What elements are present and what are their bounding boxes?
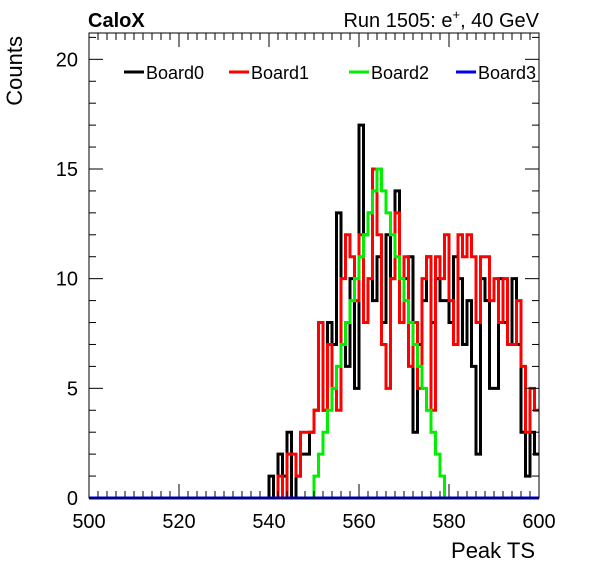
x-tick-label: 600 [522, 511, 555, 533]
series-line-board0 [89, 123, 539, 500]
series-layer [89, 123, 539, 500]
legend-item-board0: Board0 [124, 63, 204, 83]
run-label: Run 1505: e+, 40 GeV [343, 7, 539, 32]
x-tick-label: 500 [72, 511, 105, 533]
run-label-suffix: , 40 GeV [460, 10, 540, 32]
legend-label: Board1 [251, 63, 309, 83]
x-tick-label: 580 [432, 511, 465, 533]
y-tick-label: 10 [56, 269, 78, 291]
experiment-label: CaloX [88, 10, 145, 32]
legend-label: Board0 [146, 63, 204, 83]
y-tick-label: 20 [56, 49, 78, 71]
legend-item-board1: Board1 [229, 63, 309, 83]
run-label-sup: + [452, 7, 460, 22]
run-label-prefix: Run 1505: e [343, 10, 452, 32]
x-tick-label: 560 [342, 511, 375, 533]
ticks-layer: 500 520 540 560 580 600 0 5 10 15 20 [56, 33, 556, 533]
legend: Board0 Board1 Board2 Board3 [124, 63, 536, 83]
x-tick-label: 540 [252, 511, 285, 533]
legend-item-board3: Board3 [456, 63, 536, 83]
y-tick-label: 0 [67, 488, 78, 510]
legend-label: Board3 [478, 63, 536, 83]
y-axis-title: Counts [2, 36, 27, 106]
y-tick-label: 15 [56, 159, 78, 181]
legend-item-board2: Board2 [349, 63, 429, 83]
legend-label: Board2 [371, 63, 429, 83]
y-tick-label: 5 [67, 378, 78, 400]
x-tick-label: 520 [162, 511, 195, 533]
x-axis-title: Peak TS [451, 538, 535, 563]
